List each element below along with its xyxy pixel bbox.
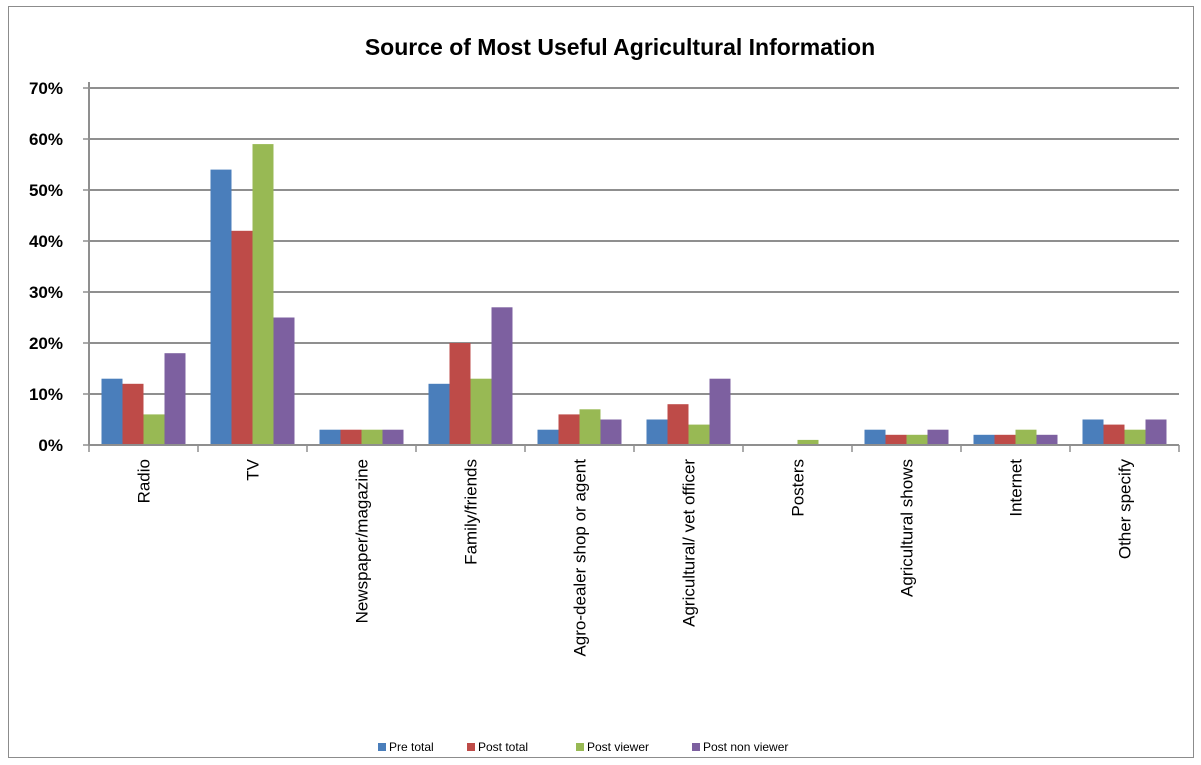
bar <box>1036 434 1058 445</box>
x-tick-label: Posters <box>789 459 808 517</box>
bar <box>885 434 907 445</box>
bar <box>994 434 1016 445</box>
bar <box>1015 429 1037 445</box>
legend-item: Post non viewer <box>692 740 788 754</box>
y-tick-label: 0% <box>38 436 63 455</box>
y-tick-label: 60% <box>29 130 63 149</box>
bar <box>688 424 710 445</box>
bar <box>319 429 341 445</box>
legend-swatch <box>378 743 386 751</box>
y-tick-label: 30% <box>29 283 63 302</box>
bar <box>101 378 123 445</box>
bar <box>537 429 559 445</box>
bar <box>143 414 165 445</box>
bar <box>470 378 492 445</box>
bar <box>361 429 383 445</box>
bar <box>1082 419 1104 445</box>
bar <box>428 383 450 445</box>
bar <box>558 414 580 445</box>
y-tick-label: 20% <box>29 334 63 353</box>
y-tick-label: 50% <box>29 181 63 200</box>
legend-label: Pre total <box>389 740 434 754</box>
x-axis-ticks: Radio TV Newspaper/magazine Family/friends A… <box>135 458 1135 656</box>
bar <box>906 434 928 445</box>
bars <box>101 144 1167 445</box>
legend-label: Post total <box>478 740 528 754</box>
x-tick-label: Other specify <box>1116 459 1135 560</box>
bar <box>491 307 513 445</box>
legend-swatch <box>576 743 584 751</box>
bar <box>382 429 404 445</box>
x-tick-label: TV <box>244 458 263 480</box>
axes <box>88 82 1180 452</box>
y-tick-label: 10% <box>29 385 63 404</box>
bar <box>646 419 668 445</box>
bar <box>1103 424 1125 445</box>
bar <box>164 353 186 445</box>
legend: Pre total Post total Post viewer Post non v… <box>378 740 788 754</box>
x-tick-label: Newspaper/magazine <box>353 459 372 623</box>
bar <box>864 429 886 445</box>
legend-item: Pre total <box>378 740 434 754</box>
legend-item: Post viewer <box>576 740 649 754</box>
x-tick-label: Internet <box>1007 459 1026 517</box>
bar <box>1145 419 1167 445</box>
chart-title: Source of Most Useful Agricultural Infor… <box>365 34 875 60</box>
bar-chart: Source of Most Useful Agricultural Infor… <box>29 34 1180 754</box>
legend-label: Post viewer <box>587 740 649 754</box>
bar <box>973 434 995 445</box>
bar <box>709 378 731 445</box>
legend-label: Post non viewer <box>703 740 788 754</box>
bar <box>231 230 253 445</box>
bar <box>340 429 362 445</box>
x-tick-label: Radio <box>135 459 154 503</box>
y-tick-label: 70% <box>29 79 63 98</box>
bar <box>1124 429 1146 445</box>
legend-swatch <box>467 743 475 751</box>
x-tick-label: Family/friends <box>462 459 481 565</box>
x-tick-label: Agricultural/ vet officer <box>680 459 699 627</box>
bar <box>927 429 949 445</box>
bar <box>210 169 232 445</box>
bar <box>252 144 274 445</box>
x-tick-label: Agro-dealer shop or agent <box>571 459 590 657</box>
legend-item: Post total <box>467 740 528 754</box>
bar <box>579 409 601 445</box>
bar <box>667 404 689 445</box>
bar <box>600 419 622 445</box>
bar <box>797 439 819 445</box>
y-axis-ticks: 0% 10% 20% 30% 40% 50% 60% 70% <box>29 79 89 455</box>
y-tick-label: 40% <box>29 232 63 251</box>
x-tick-label: Agricultural shows <box>898 459 917 597</box>
bar <box>122 383 144 445</box>
bar <box>273 317 295 445</box>
legend-swatch <box>692 743 700 751</box>
bar <box>449 343 471 445</box>
chart-frame: Source of Most Useful Agricultural Infor… <box>8 6 1194 758</box>
